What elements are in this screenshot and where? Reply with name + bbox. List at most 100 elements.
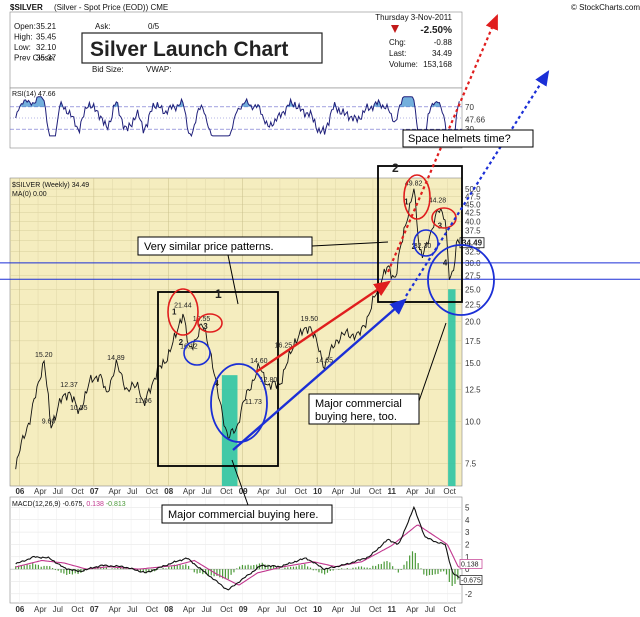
vwap-label: VWAP: xyxy=(146,65,171,74)
x-tick-label-bottom: Oct xyxy=(146,605,159,614)
macd-histogram-bar xyxy=(431,569,433,575)
red-circle-top-2011 xyxy=(403,174,431,220)
macd-tick-label: 4 xyxy=(465,516,470,525)
pattern-box-2-label: 2 xyxy=(392,161,399,175)
svg-text:Major commercial buying here.: Major commercial buying here. xyxy=(168,509,318,521)
macd-histogram-bar xyxy=(332,569,334,571)
macd-histogram-bar xyxy=(216,569,218,576)
x-tick-label-bottom: 10 xyxy=(313,605,322,614)
macd-histogram-bar xyxy=(298,565,300,570)
macd-histogram-bar xyxy=(34,564,37,570)
price-value-label: 14.65 xyxy=(316,358,334,365)
macd-histogram-bar xyxy=(247,564,249,570)
macd-histogram-bar xyxy=(202,569,204,575)
macd-label: MACD(12,26,9) -0.675, 0.138 -0.813 xyxy=(12,501,126,508)
macd-histogram-bar xyxy=(142,569,144,572)
macd-histogram-bar xyxy=(406,561,408,570)
x-tick-label-bottom: Apr xyxy=(108,605,121,614)
macd-histogram-bar xyxy=(156,569,159,570)
macd-histogram-bar xyxy=(71,569,74,575)
macd-flag-label: -0.675 xyxy=(461,577,481,584)
macd-histogram-bar xyxy=(423,569,425,575)
price-tick-label: 7.5 xyxy=(465,459,477,468)
quote-row-value: 35.45 xyxy=(36,33,57,42)
price-tick-label: 22.5 xyxy=(465,300,481,309)
macd-histogram-bar xyxy=(114,568,116,570)
x-tick-label-bottom: 11 xyxy=(388,605,397,614)
macd-histogram-bar xyxy=(329,569,331,572)
macd-histogram-bar xyxy=(139,569,142,573)
moving-average-label: MA(0) 0.00 xyxy=(12,191,47,198)
macd-histogram-bar xyxy=(358,566,360,570)
macd-histogram-bar xyxy=(426,569,428,576)
price-value-label: 19.55 xyxy=(193,316,211,323)
red-circle-top-2008 xyxy=(167,288,199,336)
quote-row-label: High: xyxy=(14,33,33,42)
macd-histogram-bar xyxy=(443,569,445,572)
quote-row-label: Prev Close: xyxy=(14,54,55,63)
macd-histogram-bar xyxy=(437,569,439,574)
macd-histogram-bar xyxy=(318,569,320,573)
macd-histogram-bar xyxy=(222,569,224,579)
macd-histogram-bar xyxy=(355,567,357,570)
macd-histogram-bar xyxy=(273,565,275,570)
pattern-box-1-label: 1 xyxy=(215,287,222,301)
x-tick-label-bottom: Apr xyxy=(406,605,419,614)
x-tick-label: Apr xyxy=(183,487,196,496)
blue-trend-arrow xyxy=(232,298,407,451)
wave-label: 4 xyxy=(443,258,448,267)
macd-histogram-bar xyxy=(304,564,306,570)
x-tick-label: Apr xyxy=(257,487,270,496)
macd-histogram-bar xyxy=(63,569,65,574)
x-tick-label: Oct xyxy=(443,487,456,496)
macd-histogram-bar xyxy=(295,566,297,570)
price-tick-label: 45.0 xyxy=(465,200,481,209)
price-value-label: 14.89 xyxy=(107,355,125,362)
blue-dotted-projection xyxy=(405,70,550,297)
macd-histogram-bar xyxy=(122,568,125,570)
x-tick-label-bottom: Oct xyxy=(443,605,456,614)
commercial-buying-highlight xyxy=(448,289,456,486)
x-tick-label: Oct xyxy=(295,487,308,496)
ask-value: 0/5 xyxy=(148,22,160,31)
macd-histogram-bar xyxy=(253,565,255,570)
macd-histogram-bar xyxy=(315,569,317,571)
price-tick-label: 50.0 xyxy=(465,185,481,194)
macd-histogram-bar xyxy=(20,564,22,570)
rsi-line xyxy=(15,96,460,138)
x-tick-label-bottom: Jul xyxy=(425,605,435,614)
macd-flag xyxy=(459,575,483,585)
price-value-label: 12.80 xyxy=(260,377,278,384)
macd-histogram-bar xyxy=(162,568,164,570)
chart-title: Silver Launch Chart xyxy=(90,38,288,61)
macd-histogram-bar xyxy=(287,567,289,570)
macd-histogram-bar xyxy=(321,569,323,574)
x-tick-label-bottom: 06 xyxy=(15,605,24,614)
macd-histogram-bar xyxy=(366,567,368,570)
quote-row-value: 34.49 xyxy=(432,49,453,58)
price-value-label: 9.60 xyxy=(42,419,56,426)
x-tick-label: 08 xyxy=(164,487,173,496)
price-tick-label: 42.5 xyxy=(465,209,481,218)
macd-histogram-bar xyxy=(417,563,419,570)
price-value-label: 12.37 xyxy=(60,382,78,389)
macd-histogram-bar xyxy=(312,569,314,571)
macd-tick-label: 2 xyxy=(465,540,470,549)
macd-histogram-bar xyxy=(369,567,371,570)
macd-tick-label: 0 xyxy=(465,565,470,574)
x-tick-label-bottom: Oct xyxy=(220,605,233,614)
x-tick-label-bottom: Jul xyxy=(350,605,360,614)
macd-histogram-bar xyxy=(239,566,241,570)
blue-circle-2011b xyxy=(427,244,495,316)
price-value-label: 49.82 xyxy=(405,181,423,188)
price-tick-label: 17.5 xyxy=(465,337,481,346)
macd-histogram-bar xyxy=(51,568,54,570)
macd-histogram-bar xyxy=(403,564,405,570)
price-tick-label: 20.0 xyxy=(465,318,481,327)
macd-histogram-bar xyxy=(210,569,212,576)
quote-row-label: Volume: xyxy=(389,60,418,69)
macd-histogram-bar xyxy=(284,567,286,570)
macd-histogram-bar xyxy=(205,569,207,574)
svg-text:Major commercial: Major commercial xyxy=(315,398,402,410)
